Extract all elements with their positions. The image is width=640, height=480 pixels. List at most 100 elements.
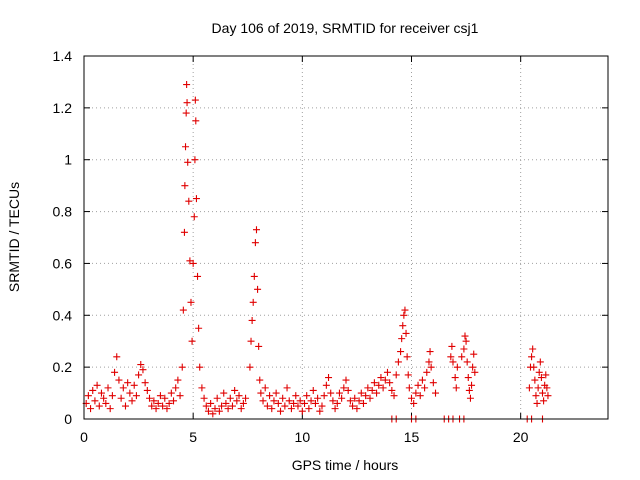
data-point xyxy=(386,379,394,387)
data-point xyxy=(528,353,536,361)
data-point xyxy=(183,81,191,89)
data-point xyxy=(195,324,203,332)
data-point xyxy=(465,386,473,394)
data-point xyxy=(176,392,184,400)
data-point xyxy=(447,353,455,361)
data-point xyxy=(398,335,406,343)
data-point xyxy=(458,353,466,361)
data-point xyxy=(294,402,302,410)
data-point xyxy=(143,386,151,394)
data-point xyxy=(156,392,164,400)
data-point xyxy=(540,397,548,405)
data-point xyxy=(327,389,335,397)
data-point xyxy=(198,384,206,392)
data-point xyxy=(249,298,257,306)
data-point xyxy=(108,392,116,400)
data-point xyxy=(525,384,533,392)
x-tick-label: 5 xyxy=(189,429,197,445)
data-point xyxy=(189,259,197,267)
data-point xyxy=(349,402,357,410)
data-point xyxy=(165,399,173,407)
data-point xyxy=(190,213,198,221)
data-point xyxy=(359,399,367,407)
data-point xyxy=(418,376,426,384)
data-point xyxy=(390,392,398,400)
data-point xyxy=(448,342,456,350)
data-point xyxy=(257,389,265,397)
data-point xyxy=(429,379,437,387)
data-point xyxy=(100,394,108,402)
data-point xyxy=(220,389,228,397)
data-point xyxy=(148,402,156,410)
data-point xyxy=(301,399,309,407)
data-point xyxy=(399,322,407,330)
x-tick-label: 20 xyxy=(513,429,529,445)
data-point xyxy=(405,384,413,392)
data-point xyxy=(470,350,478,358)
data-point xyxy=(460,345,468,353)
data-point xyxy=(404,371,412,379)
data-point xyxy=(183,99,191,107)
data-point xyxy=(207,399,215,407)
data-point xyxy=(311,399,319,407)
data-point xyxy=(402,329,410,337)
data-point xyxy=(532,392,540,400)
chart-title: Day 106 of 2019, SRMTID for receiver csj… xyxy=(212,20,479,36)
data-point xyxy=(452,384,460,392)
data-point xyxy=(191,96,199,104)
data-point xyxy=(202,402,210,410)
data-point xyxy=(373,389,381,397)
data-point xyxy=(91,397,99,405)
data-point xyxy=(132,392,140,400)
data-point xyxy=(346,397,354,405)
data-point xyxy=(381,376,389,384)
data-point xyxy=(181,182,189,190)
data-point xyxy=(218,402,226,410)
data-point xyxy=(412,389,420,397)
data-point xyxy=(97,389,105,397)
data-point xyxy=(170,397,178,405)
data-point xyxy=(187,298,195,306)
data-point xyxy=(93,381,101,389)
data-point xyxy=(87,405,95,413)
data-point xyxy=(113,353,121,361)
data-point xyxy=(263,402,271,410)
data-point xyxy=(290,399,298,407)
data-point xyxy=(414,381,422,389)
data-point xyxy=(287,405,295,413)
data-point xyxy=(191,156,199,164)
data-point xyxy=(228,402,236,410)
data-point xyxy=(397,348,405,356)
data-point xyxy=(368,386,376,394)
data-point xyxy=(231,386,239,394)
data-point xyxy=(296,397,304,405)
x-tick-label: 10 xyxy=(295,429,311,445)
data-point xyxy=(375,381,383,389)
y-tick-label: 1.2 xyxy=(53,100,73,116)
data-point xyxy=(270,397,278,405)
data-point xyxy=(353,405,361,413)
data-point xyxy=(152,405,160,413)
data-point xyxy=(259,397,267,405)
data-point xyxy=(388,386,396,394)
data-point xyxy=(331,405,339,413)
data-point xyxy=(196,363,204,371)
data-point xyxy=(279,394,287,402)
data-point xyxy=(283,384,291,392)
y-tick-label: 0.6 xyxy=(53,255,73,271)
y-tick-label: 1.4 xyxy=(53,48,73,64)
data-point xyxy=(403,353,411,361)
data-point xyxy=(340,384,348,392)
data-point xyxy=(111,368,119,376)
data-point xyxy=(246,363,254,371)
data-point xyxy=(366,394,374,402)
data-point xyxy=(292,392,300,400)
data-point xyxy=(213,394,221,402)
data-point xyxy=(464,374,472,382)
data-point xyxy=(325,374,333,382)
data-point xyxy=(89,386,97,394)
data-point xyxy=(141,379,149,387)
y-tick-label: 0.4 xyxy=(53,307,73,323)
data-point xyxy=(106,405,114,413)
data-point xyxy=(355,397,363,405)
